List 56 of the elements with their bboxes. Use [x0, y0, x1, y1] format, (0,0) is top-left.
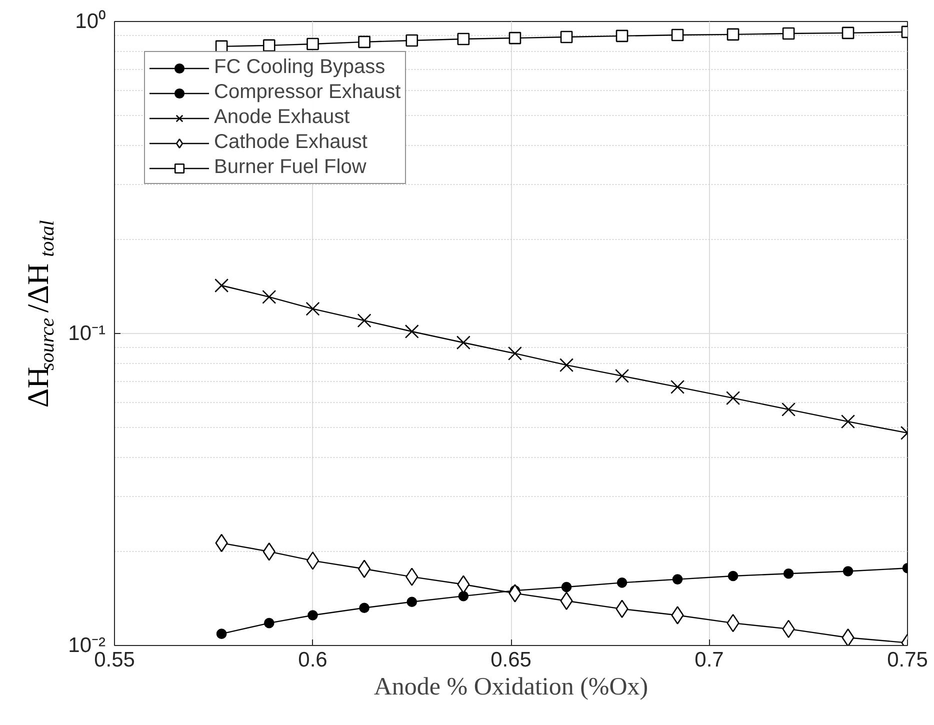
- point: [508, 584, 522, 602]
- legend-label: Anode Exhaust: [214, 106, 350, 129]
- point: [406, 34, 418, 47]
- point: [782, 27, 795, 40]
- point: [508, 32, 522, 44]
- legend-label: Cathode Exhaust: [214, 131, 368, 154]
- point: [670, 380, 685, 394]
- point: [306, 552, 320, 570]
- point: [672, 574, 683, 584]
- point: [842, 566, 854, 576]
- point: [616, 578, 628, 588]
- point: [262, 290, 276, 304]
- point: [782, 402, 796, 416]
- point: [306, 38, 319, 50]
- point: [842, 628, 854, 646]
- point: [358, 36, 370, 48]
- point: [359, 602, 370, 614]
- point: [308, 610, 318, 620]
- point: [726, 28, 740, 41]
- point: [458, 590, 469, 602]
- point: [457, 32, 470, 46]
- point: [456, 336, 470, 350]
- point: [406, 596, 418, 607]
- point: [406, 568, 418, 586]
- point: [726, 391, 740, 406]
- point: [262, 39, 276, 52]
- point: [214, 278, 229, 293]
- point: [842, 26, 854, 40]
- x-tick-label: 0.65: [490, 648, 532, 672]
- point: [306, 302, 320, 316]
- x-tick-label: 0.7: [694, 648, 724, 672]
- legend-label: Burner Fuel Flow: [214, 156, 366, 179]
- x-tick-label: 0.75: [887, 648, 928, 672]
- point: [264, 618, 274, 628]
- point: [728, 570, 738, 582]
- y-tick-label: 10⁰: [75, 10, 106, 33]
- y-axis-title: ΔHsource/ΔHtotal: [22, 220, 58, 408]
- x-tick-label: 0.6: [298, 648, 328, 672]
- legend-label: FC Cooling Bypass: [214, 56, 386, 79]
- point: [559, 358, 574, 372]
- point: [357, 314, 372, 328]
- x-axis-title: Anode % Oxidation (%Ox): [374, 674, 648, 700]
- point: [616, 30, 628, 42]
- point: [508, 346, 522, 360]
- point: [561, 582, 572, 592]
- point: [615, 368, 630, 383]
- point: [783, 568, 794, 579]
- point: [841, 414, 856, 429]
- point: [216, 628, 227, 639]
- y-tick-label: 10⁻¹: [68, 322, 106, 345]
- legend-label: Compressor Exhaust: [214, 81, 401, 104]
- point: [560, 30, 573, 44]
- point: [404, 324, 419, 338]
- point: [671, 606, 684, 624]
- point: [358, 560, 371, 578]
- point: [671, 28, 684, 42]
